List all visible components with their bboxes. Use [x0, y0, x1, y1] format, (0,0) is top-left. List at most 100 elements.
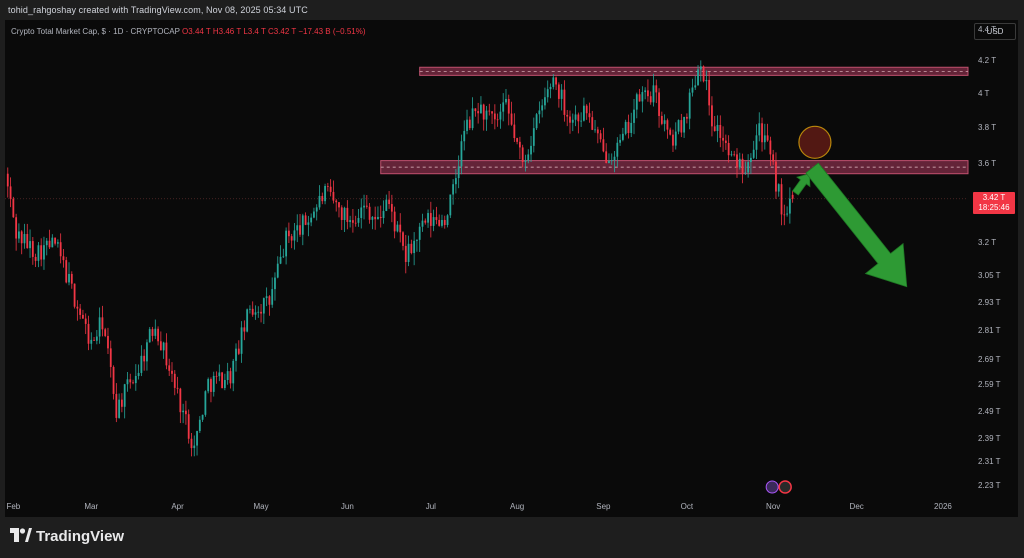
candle-body — [332, 191, 335, 201]
candle-body — [293, 230, 296, 241]
x-tick-label: Jun — [340, 502, 354, 511]
candle-body — [644, 90, 647, 93]
candle-body — [162, 342, 165, 351]
candle-body — [240, 327, 243, 354]
candle-body — [388, 199, 390, 205]
candle-body — [482, 104, 485, 120]
candle-body — [738, 158, 741, 168]
candle-body — [221, 372, 223, 389]
candle-body — [649, 96, 652, 103]
candle-body — [68, 273, 70, 283]
candle-body — [29, 241, 31, 249]
candle-body — [95, 336, 98, 341]
candle-body — [766, 135, 769, 141]
candle-body — [307, 222, 310, 225]
candle-body — [70, 273, 73, 284]
candle-body — [210, 379, 212, 392]
candle-body — [596, 129, 599, 134]
candle-body — [488, 110, 491, 112]
y-tick-label: 2.81 T — [978, 325, 1001, 335]
candle-body — [602, 139, 605, 152]
candle-body — [254, 312, 257, 315]
target-circle — [798, 125, 832, 159]
currency-selector[interactable]: USD — [974, 23, 1016, 40]
candle-body — [285, 230, 288, 257]
candle-body — [112, 366, 115, 394]
candle-body — [56, 242, 59, 244]
candle-body — [505, 98, 507, 103]
candle-body — [90, 339, 93, 344]
candle-body — [62, 256, 65, 261]
candle-body — [168, 365, 171, 371]
candle-body — [123, 384, 126, 407]
candle-body — [563, 89, 566, 115]
high-value: H3.46 T — [212, 27, 242, 36]
candle-body — [23, 234, 26, 244]
candle-body — [368, 206, 371, 220]
candle-body — [418, 226, 421, 240]
candle-body — [45, 240, 48, 246]
candle-body — [621, 133, 624, 140]
x-tick-label: Nov — [766, 502, 781, 511]
symbol-legend[interactable]: Crypto Total Market Cap, $ · 1D · CRYPTO… — [11, 27, 366, 36]
candle-body — [769, 140, 772, 155]
candle-body — [549, 86, 552, 90]
candle-body — [674, 131, 677, 146]
candle-body — [780, 184, 783, 215]
candle-body — [59, 242, 62, 257]
bar-countdown: 18:25:46 — [978, 202, 1010, 212]
candle-body — [449, 194, 452, 216]
candle-body — [299, 225, 301, 235]
y-tick-label: 2.31 T — [978, 457, 1001, 467]
candle-body — [346, 207, 349, 222]
tradingview-logo[interactable]: TradingView — [10, 528, 124, 545]
y-tick-label: 3.6 T — [978, 159, 997, 169]
candle-body — [755, 135, 758, 150]
candle-body — [452, 184, 455, 195]
candle-body — [98, 317, 101, 337]
candle-body — [530, 145, 532, 155]
candle-body — [274, 277, 276, 290]
candle-body — [151, 329, 154, 336]
candle-body — [624, 121, 627, 134]
candle-body — [212, 375, 215, 392]
tradingview-mark-icon — [10, 528, 32, 542]
candle-body — [379, 216, 382, 219]
candle-body — [791, 194, 794, 199]
candle-body — [107, 335, 109, 349]
candle-body — [354, 222, 357, 224]
candle-body — [443, 219, 446, 226]
header-bar: tohid_rahgoshay created with TradingView… — [0, 0, 1024, 20]
candle-body — [716, 124, 719, 131]
x-tick-label: Oct — [680, 502, 694, 511]
candle-body — [48, 240, 51, 248]
candle-body — [580, 120, 583, 122]
candle-body — [736, 154, 738, 168]
y-tick-label: 4.2 T — [978, 55, 997, 65]
candle-body — [393, 211, 396, 232]
candle-body — [154, 328, 157, 336]
candle-body — [12, 198, 15, 218]
candle-body — [198, 419, 201, 432]
candle-body — [404, 245, 407, 262]
candle-body — [727, 142, 730, 156]
open-value: O3.44 T — [182, 27, 211, 36]
candle-body — [544, 97, 546, 106]
candle-body — [207, 379, 210, 392]
candle-body — [441, 219, 443, 226]
candle-body — [697, 69, 699, 86]
candle-body — [6, 173, 9, 187]
candle-body — [87, 323, 90, 344]
candle-body — [463, 130, 466, 142]
y-tick-label: 2.69 T — [978, 354, 1001, 364]
candle-body — [40, 245, 43, 260]
candle-body — [190, 438, 193, 449]
low-value: L3.4 T — [243, 27, 266, 36]
y-tick-label: 2.23 T — [978, 480, 1001, 490]
candle-body — [747, 162, 750, 173]
candle-body — [524, 160, 527, 162]
candle-body — [502, 102, 505, 112]
candle-body — [26, 234, 29, 249]
candle-body — [410, 243, 413, 254]
